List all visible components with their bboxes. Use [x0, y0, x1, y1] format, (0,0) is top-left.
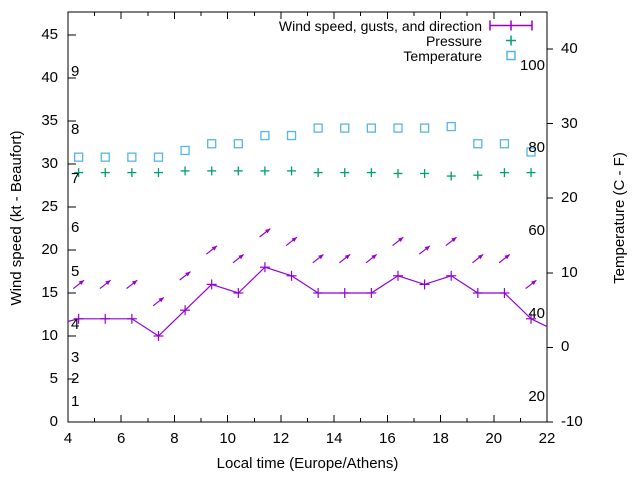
temperature-point: [100, 152, 110, 162]
y2-axis-title: Temperature (C - F): [611, 152, 628, 284]
y-left-tick-label: 20: [41, 241, 58, 258]
temperature-point: [73, 152, 84, 162]
beaufort-scale-label: 3: [71, 349, 80, 367]
wind-direction-arrow-head: [158, 297, 164, 303]
wind-direction-arrow-head: [424, 245, 430, 251]
temperature-point: [153, 152, 164, 162]
beaufort-scale-label: 7: [71, 169, 80, 187]
temperature-point: [180, 145, 190, 156]
y-left-tick-label: 25: [41, 198, 58, 215]
legend-row-wind: Wind speed, gusts, and direction: [220, 17, 534, 34]
temperature-point: [446, 121, 456, 132]
legend: Wind speed, gusts, and direction Pressur…: [220, 17, 534, 64]
temperature-point: [127, 152, 137, 162]
wind-direction-arrow-head: [211, 245, 218, 251]
y-right-tick-label: 0: [561, 338, 570, 356]
beaufort-scale-label: 5: [71, 263, 80, 281]
wind-errorbar-icon: [488, 19, 534, 32]
fahrenheit-scale-label: 100: [519, 56, 545, 74]
wind-direction-arrow-head: [398, 237, 404, 243]
temperature-point: [419, 123, 430, 133]
temperature-point: [393, 123, 403, 133]
y-left-tick-label: 45: [41, 26, 58, 43]
wind-direction-arrow-head: [504, 254, 510, 260]
y-left-tick-label: 35: [41, 112, 58, 129]
x-tick-label: 4: [63, 430, 73, 447]
x-axis-title: Local time (Europe/Athens): [216, 455, 399, 472]
fahrenheit-scale-label: 20: [528, 388, 545, 406]
temperature-point: [207, 139, 217, 149]
wind-direction-arrow-head: [78, 280, 85, 286]
y-right-tick-label: 20: [561, 189, 578, 207]
x-tick-label: 20: [485, 430, 503, 447]
y-right-tick-label: 30: [561, 114, 578, 132]
wind-direction-arrow-head: [291, 237, 297, 243]
x-tick-label: 10: [219, 430, 236, 447]
temperature-point: [313, 123, 323, 133]
wind-direction-arrow-head: [264, 228, 271, 234]
wind-direction-arrow-head: [477, 254, 484, 260]
x-tick-label: 12: [272, 430, 290, 447]
x-tick-label: 14: [325, 430, 343, 447]
y-left-tick-label: 15: [41, 284, 58, 301]
x-tick-label: 18: [432, 430, 449, 447]
y-axis-title: Wind speed (kt - Beaufort): [8, 130, 25, 306]
temperature-point: [286, 130, 297, 141]
beaufort-scale-label: 1: [71, 393, 80, 411]
temperature-point: [473, 139, 483, 149]
y-right-tick-label: 40: [561, 40, 578, 57]
temperature-square-icon: [488, 49, 534, 62]
beaufort-scale-label: 2: [71, 370, 80, 387]
plot-border: [67, 11, 548, 423]
wind-direction-arrow-head: [344, 254, 351, 260]
wind-direction-arrow-head: [185, 271, 191, 277]
y-left-tick-label: 30: [41, 155, 58, 172]
wind-direction-arrow-head: [131, 280, 138, 286]
temperature-point: [260, 130, 270, 141]
wind-direction-arrow-head: [531, 280, 537, 286]
wind-direction-arrow-head: [105, 280, 111, 286]
y-left-tick-label: 40: [41, 69, 58, 86]
x-tick-label: 16: [378, 430, 396, 447]
x-tick-label: 6: [117, 430, 126, 447]
temperature-point: [233, 139, 243, 149]
wind-direction-arrow-head: [238, 254, 244, 260]
beaufort-scale-label: 6: [71, 218, 80, 236]
y-right-tick-label: -10: [561, 413, 583, 430]
y-left-tick-label: 10: [41, 327, 58, 344]
legend-label-temperature: Temperature: [403, 47, 482, 64]
beaufort-scale-label: 4: [71, 315, 80, 333]
fahrenheit-scale-label: 80: [528, 139, 545, 157]
beaufort-scale-label: 9: [71, 62, 80, 80]
temperature-point: [340, 123, 350, 133]
wind-direction-arrow-head: [451, 237, 457, 243]
fahrenheit-scale-label: 40: [528, 305, 545, 323]
pressure-plus-icon: [488, 34, 534, 47]
y-left-tick-label: 5: [49, 370, 58, 387]
legend-label-pressure: Pressure: [425, 32, 482, 49]
wind-speed-line: [67, 266, 548, 337]
temperature-point: [366, 123, 377, 133]
legend-label-wind: Wind speed, gusts, and direction: [278, 17, 482, 34]
wind-direction-arrow-head: [318, 254, 324, 260]
y-right-tick-label: 10: [561, 263, 578, 281]
fahrenheit-scale-label: 60: [528, 222, 545, 240]
x-tick-label: 22: [538, 430, 556, 447]
temperature-point: [526, 147, 536, 157]
wind-direction-arrow-head: [371, 254, 377, 260]
temperature-point: [499, 139, 510, 149]
beaufort-scale-label: 8: [71, 120, 80, 138]
x-tick-label: 8: [170, 430, 179, 447]
legend-row-temperature: Temperature: [220, 47, 534, 64]
legend-row-pressure: Pressure: [220, 32, 534, 49]
y-left-tick-label: 0: [49, 413, 58, 430]
